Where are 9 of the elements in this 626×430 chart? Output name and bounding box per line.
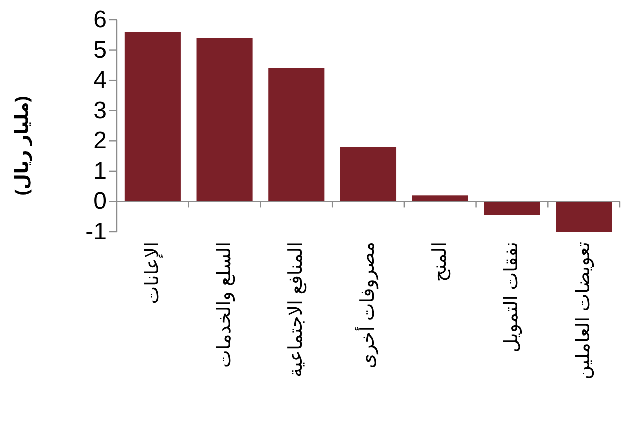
- y-tick-label: 2: [94, 128, 107, 155]
- y-tick-label: 1: [94, 158, 107, 185]
- y-tick-label: 3: [94, 97, 107, 124]
- y-tick-label: 6: [94, 6, 107, 34]
- y-tick-label: 5: [94, 36, 107, 64]
- y-tick-label: -1: [86, 218, 107, 246]
- y-tick-label: 0: [94, 188, 107, 216]
- y-axis-title: (مليار ريال): [12, 96, 33, 196]
- y-tick-label: 4: [94, 67, 107, 94]
